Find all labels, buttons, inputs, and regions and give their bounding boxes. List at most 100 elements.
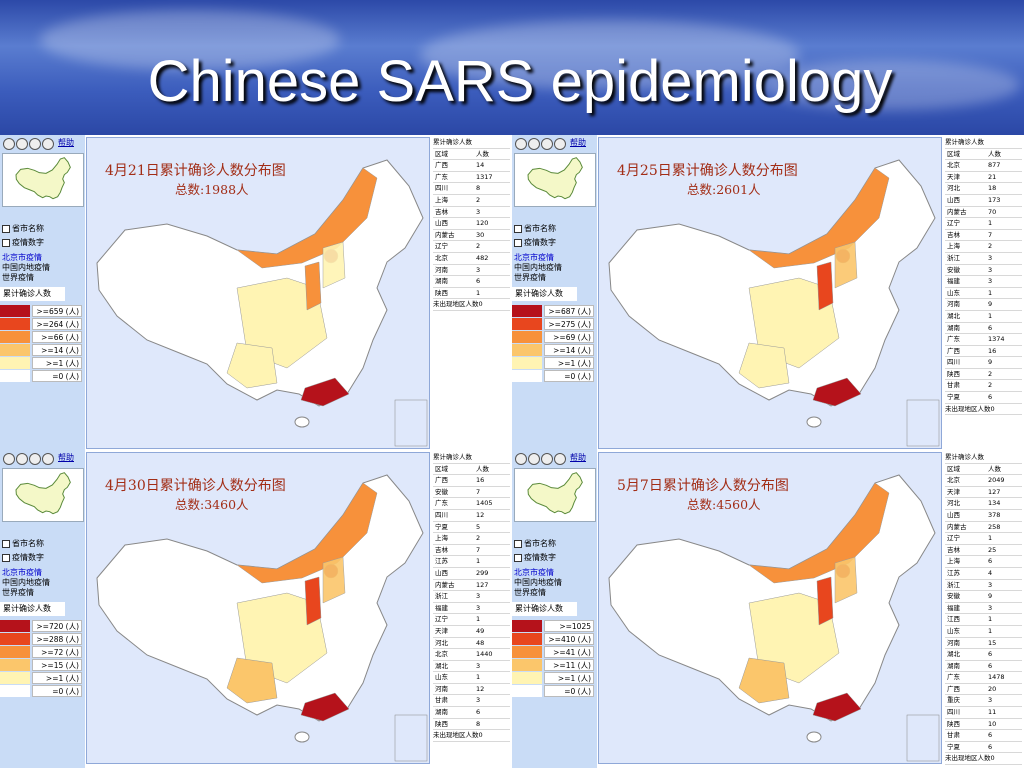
table-row: 辽宁 1: [433, 614, 510, 626]
toolbar-button[interactable]: [528, 453, 540, 465]
toolbar-button[interactable]: [554, 453, 566, 465]
table-footer: 未出现地区人数0: [433, 299, 510, 311]
legend-item: >=69 (人): [512, 331, 597, 343]
checkbox[interactable]: [2, 224, 10, 233]
checkbox-names[interactable]: 省市名称: [514, 538, 556, 549]
help-link[interactable]: 帮助: [58, 138, 74, 147]
table-cell: 16: [476, 476, 485, 485]
table-row: 广东 1405: [433, 498, 510, 510]
map-title: 5月7日累计确诊人数分布图: [617, 478, 789, 494]
toolbar-button[interactable]: [42, 138, 54, 150]
toolbar-button[interactable]: [42, 453, 54, 465]
checkbox[interactable]: [2, 553, 10, 562]
table-cell: 上海: [947, 557, 960, 566]
legend-swatch: [512, 659, 542, 671]
nav-link[interactable]: 中国内地疫情: [514, 263, 562, 272]
checkbox[interactable]: [2, 539, 10, 548]
china-map: [608, 159, 940, 447]
toolbar-button[interactable]: [515, 138, 527, 150]
toolbar-button[interactable]: [3, 138, 15, 150]
map-title: 4月25日累计确诊人数分布图: [617, 163, 798, 179]
toolbar-button[interactable]: [29, 138, 41, 150]
table-cell: 6: [988, 323, 993, 332]
table-row: 四川 8: [433, 183, 510, 195]
nav-link[interactable]: 世界疫情: [2, 273, 34, 282]
nav-link[interactable]: 北京市疫情: [2, 568, 42, 577]
table-cell: 1: [988, 288, 993, 297]
table-cell: 辽宁: [947, 219, 960, 228]
checkbox-names[interactable]: 省市名称: [2, 223, 44, 234]
toolbar-button[interactable]: [541, 453, 553, 465]
toolbar-button[interactable]: [554, 138, 566, 150]
table-cell: 299: [476, 568, 489, 577]
table-cell: 河南: [947, 638, 960, 647]
map-area: 4月25日累计确诊人数分布图 总数:2601人: [598, 137, 942, 449]
table-cell: 山东: [947, 626, 960, 635]
toolbar-button[interactable]: [16, 138, 28, 150]
toolbar-button[interactable]: [515, 453, 527, 465]
nav-link[interactable]: 世界疫情: [514, 588, 546, 597]
table-row: 北京 482: [433, 252, 510, 265]
help-link[interactable]: 帮助: [570, 453, 586, 462]
table-row: 河北 134: [945, 498, 1022, 510]
table-row: 广东 1317: [433, 171, 510, 184]
table-cell: 河北: [435, 638, 448, 647]
table-cell: 北京: [947, 161, 960, 170]
checkbox-numbers[interactable]: 疫情数字: [2, 237, 44, 248]
checkbox[interactable]: [514, 224, 522, 233]
table-row: 内蒙古 30: [433, 229, 510, 242]
region-southwest: [738, 657, 790, 704]
help-link[interactable]: 帮助: [570, 138, 586, 147]
table-cell: 江西: [947, 615, 960, 624]
toolbar-button[interactable]: [3, 453, 15, 465]
nav-link[interactable]: 北京市疫情: [514, 253, 554, 262]
table-cell: 1: [476, 615, 481, 624]
help-link[interactable]: 帮助: [58, 453, 74, 462]
region-guangdong: [812, 377, 862, 407]
table-cell: 21: [988, 172, 997, 181]
table-cell: 福建: [947, 277, 960, 286]
nav-link[interactable]: 中国内地疫情: [2, 263, 50, 272]
toolbar-button[interactable]: [16, 453, 28, 465]
legend-swatch: [512, 370, 542, 382]
table-cell: 16: [988, 346, 997, 355]
legend-item: >=11 (人): [512, 659, 597, 671]
checkbox-numbers[interactable]: 疫情数字: [514, 237, 556, 248]
table-row: 四川 11: [945, 707, 1022, 719]
table-cell: 127: [988, 487, 1001, 496]
nav-link[interactable]: 中国内地疫情: [514, 578, 562, 587]
checkbox-names[interactable]: 省市名称: [2, 538, 44, 549]
mini-map: [2, 468, 84, 522]
checkbox-numbers[interactable]: 疫情数字: [514, 552, 556, 563]
map-area: 5月7日累计确诊人数分布图 总数:4560人: [598, 452, 942, 764]
checkbox[interactable]: [2, 238, 10, 247]
table-cell: 重庆: [947, 696, 960, 705]
table-cell: 陕西: [435, 719, 448, 728]
china-map: [608, 474, 940, 762]
region-guangdong: [300, 377, 350, 407]
nav-link[interactable]: 北京市疫情: [2, 253, 42, 262]
table-row: 湖南 6: [945, 660, 1022, 673]
checkbox[interactable]: [514, 238, 522, 247]
legend-label: >=264 (人): [32, 318, 82, 330]
table-cell: 25: [988, 545, 997, 554]
toolbar-button[interactable]: [541, 138, 553, 150]
table-row: 山东 1: [945, 287, 1022, 300]
table-row: 吉林 7: [433, 544, 510, 557]
table-cell: 20: [988, 684, 997, 693]
nav-link[interactable]: 中国内地疫情: [2, 578, 50, 587]
checkbox[interactable]: [514, 553, 522, 562]
toolbar-button[interactable]: [528, 138, 540, 150]
checkbox-names[interactable]: 省市名称: [514, 223, 556, 234]
table-cell: 陕西: [947, 369, 960, 378]
nav-link[interactable]: 世界疫情: [514, 273, 546, 282]
checkbox[interactable]: [514, 539, 522, 548]
nav-link[interactable]: 北京市疫情: [514, 568, 554, 577]
region-hainan: [294, 731, 310, 743]
table-cell: 3: [988, 265, 993, 274]
nav-link[interactable]: 世界疫情: [2, 588, 34, 597]
table-cell: 辽宁: [947, 534, 960, 543]
checkbox-numbers[interactable]: 疫情数字: [2, 552, 44, 563]
legend-swatch: [512, 685, 542, 697]
toolbar-button[interactable]: [29, 453, 41, 465]
